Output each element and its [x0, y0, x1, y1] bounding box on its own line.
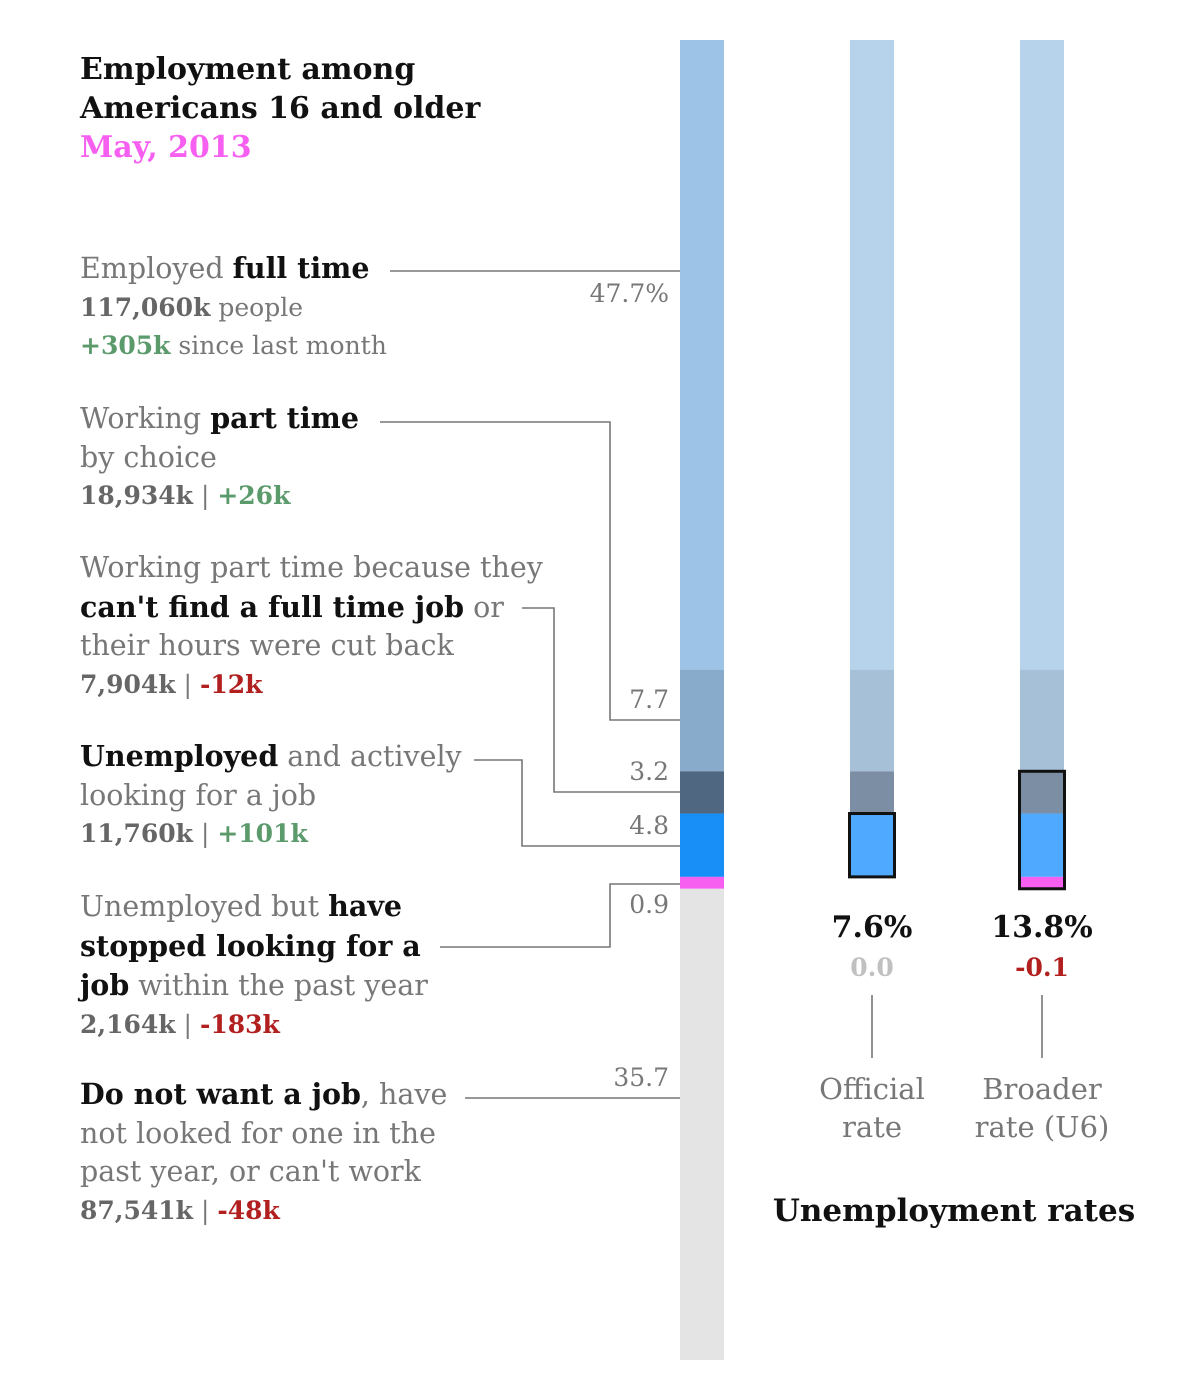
bar-segment-part_time_choice	[680, 669, 724, 772]
broader-rate-name: Broader rate (U6)	[974, 1072, 1110, 1144]
official-rate-bar-segment-part_time_choice	[850, 669, 894, 772]
leader-unemployed-looking	[474, 759, 680, 847]
official-rate-outline	[848, 812, 896, 879]
leader-part-time-choice	[380, 421, 680, 721]
leader-stopped-looking	[440, 883, 680, 948]
leader-part-time-economic	[522, 607, 680, 793]
official-rate-bar-segment-part_time_economic	[850, 771, 894, 814]
label-unemployed-looking: Unemployed and actively looking for a jo…	[80, 739, 462, 848]
pct-label-unemployed-looking: 4.8	[629, 811, 669, 840]
bar-segment-part_time_economic	[680, 771, 724, 814]
official-rate-value: 7.6%	[831, 910, 913, 945]
pct-label-part-time-choice: 7.7	[629, 685, 669, 714]
unemployment-rates-title: Unemployment rates	[772, 1193, 1136, 1229]
bar-segment-not_want	[680, 888, 724, 1360]
pct-label-stopped-looking: 0.9	[629, 890, 669, 919]
pct-label-full-time: 47.7%	[589, 279, 669, 308]
bar-segment-full_time	[680, 40, 724, 670]
official-rate-name: Official rate	[819, 1072, 925, 1144]
broader-rate-outline	[1018, 769, 1066, 891]
label-full-time: Employed full time 117,060k people +305k…	[80, 251, 387, 360]
broader-rate-bar-segment-full_time	[1020, 40, 1064, 670]
official-rate-bar-segment-full_time	[850, 40, 894, 670]
bar-segment-unemployed_looking	[680, 813, 724, 877]
bar-segment-stopped_looking	[680, 876, 724, 889]
label-part-time-choice: Working part time by choice 18,934k | +2…	[80, 401, 359, 510]
chart-title: Employment among Americans 16 and older	[80, 50, 480, 128]
broader-rate-bar-segment-part_time_economic	[1020, 771, 1064, 814]
chart-subtitle: May, 2013	[80, 130, 252, 165]
official-rate-bar-segment-unemployed_looking	[850, 813, 894, 877]
broader-rate-bar-segment-part_time_choice	[1020, 669, 1064, 772]
label-part-time-economic: Working part time because they can't fin…	[80, 551, 543, 699]
pct-label-not-want-job: 35.7	[613, 1063, 669, 1092]
broader-rate-bar-segment-unemployed_looking	[1020, 813, 1064, 877]
broader-rate-value: 13.8%	[991, 910, 1093, 945]
title-line-1: Employment among	[80, 52, 416, 87]
broader-rate-bar-segment-stopped_looking	[1020, 876, 1064, 889]
broader-rate-change: -0.1	[1015, 953, 1069, 982]
label-stopped-looking: Unemployed but have stopped looking for …	[80, 889, 428, 1039]
official-rate-change: 0.0	[850, 953, 894, 982]
pct-label-part-time-economic: 3.2	[629, 757, 669, 786]
label-not-want-job: Do not want a job, have not looked for o…	[80, 1077, 448, 1225]
title-line-2: Americans 16 and older	[80, 91, 481, 126]
